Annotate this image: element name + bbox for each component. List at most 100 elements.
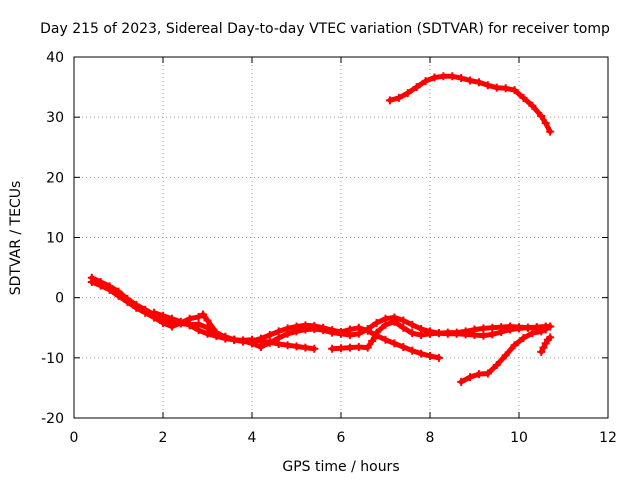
data-point	[203, 329, 212, 338]
data-point	[256, 334, 265, 343]
data-point	[417, 349, 426, 358]
data-point	[385, 96, 394, 105]
x-tick-label: 8	[426, 430, 435, 446]
data-point	[132, 303, 141, 312]
grid-layer	[74, 57, 608, 418]
x-tick-label: 2	[159, 430, 168, 446]
y-tick-label: 40	[46, 50, 64, 66]
data-point	[528, 101, 537, 110]
data-point	[403, 89, 412, 98]
data-point	[265, 330, 274, 339]
data-point	[199, 310, 208, 319]
y-tick-label: 20	[46, 170, 64, 186]
data-point	[310, 324, 319, 333]
y-tick-label: -10	[41, 351, 64, 367]
data-point	[328, 344, 337, 353]
data-point	[492, 83, 501, 92]
data-point	[546, 333, 555, 342]
series-track-5	[385, 72, 555, 136]
data-point	[345, 330, 354, 339]
data-point	[474, 78, 483, 87]
data-point	[150, 308, 159, 317]
data-point	[483, 81, 492, 90]
data-point	[159, 318, 167, 327]
data-point	[439, 72, 448, 81]
data-point	[501, 84, 510, 93]
data-point	[519, 93, 528, 102]
data-point	[470, 325, 479, 334]
data-point	[265, 338, 274, 347]
x-tick-label: 4	[248, 430, 257, 446]
data-point	[466, 373, 475, 382]
x-axis-label: GPS time / hours	[282, 459, 399, 475]
data-point	[488, 323, 497, 332]
data-point	[203, 316, 212, 325]
data-point	[430, 73, 439, 82]
data-point	[417, 330, 426, 339]
y-tick-label: 0	[55, 291, 64, 307]
data-point	[546, 127, 555, 136]
data-point	[301, 325, 310, 334]
data-point	[519, 333, 528, 342]
data-point	[546, 322, 555, 331]
data-point	[539, 343, 548, 352]
data-point	[474, 370, 483, 379]
data-point	[492, 361, 501, 370]
data-point	[510, 341, 519, 350]
data-point	[541, 325, 550, 334]
data-point	[434, 353, 443, 362]
data-point	[483, 369, 492, 378]
data-point	[185, 321, 194, 330]
series-track-4	[328, 317, 555, 353]
data-point	[479, 331, 488, 340]
data-point	[363, 324, 372, 333]
data-point	[523, 323, 532, 332]
data-point	[537, 327, 546, 336]
data-point	[461, 327, 470, 336]
data-point	[390, 339, 399, 348]
series-track-7	[537, 333, 555, 356]
data-point	[515, 323, 523, 332]
data-point	[434, 329, 443, 338]
data-point	[501, 351, 510, 360]
data-point	[368, 336, 377, 345]
data-point	[408, 329, 417, 338]
data-point	[105, 285, 114, 294]
y-tick-label: -20	[41, 411, 64, 427]
data-point	[421, 77, 430, 86]
data-point	[310, 344, 319, 353]
data-point	[479, 324, 488, 333]
data-point	[408, 346, 417, 355]
data-point	[443, 328, 452, 337]
data-point	[497, 323, 506, 332]
data-point	[363, 343, 372, 352]
data-point	[194, 326, 203, 335]
data-point	[283, 341, 292, 350]
data-point	[412, 83, 421, 92]
data-point	[426, 352, 434, 361]
data-point	[390, 317, 399, 326]
tick-layer: 0 2 4 6 8 10 12 -20 -10 0 10 20 30 40	[41, 50, 617, 446]
data-point	[87, 278, 96, 287]
data-point	[354, 343, 363, 352]
y-tick-label: 10	[46, 231, 64, 247]
data-point	[194, 312, 203, 321]
data-point	[301, 343, 310, 352]
data-point	[452, 328, 461, 337]
data-point	[123, 297, 132, 306]
data-point	[399, 323, 408, 332]
data-point	[354, 329, 363, 338]
data-point	[141, 308, 150, 317]
x-tick-label: 6	[337, 430, 346, 446]
x-tick-label: 0	[70, 430, 79, 446]
data-point	[292, 342, 301, 351]
data-point	[167, 314, 176, 323]
data-point	[96, 281, 105, 290]
data-point	[319, 326, 328, 335]
data-point	[399, 316, 408, 325]
series-track-6	[457, 325, 550, 386]
chart-title: Day 215 of 2023, Sidereal Day-to-day VTE…	[40, 21, 610, 37]
data-point	[541, 119, 550, 128]
data-point	[394, 93, 403, 102]
